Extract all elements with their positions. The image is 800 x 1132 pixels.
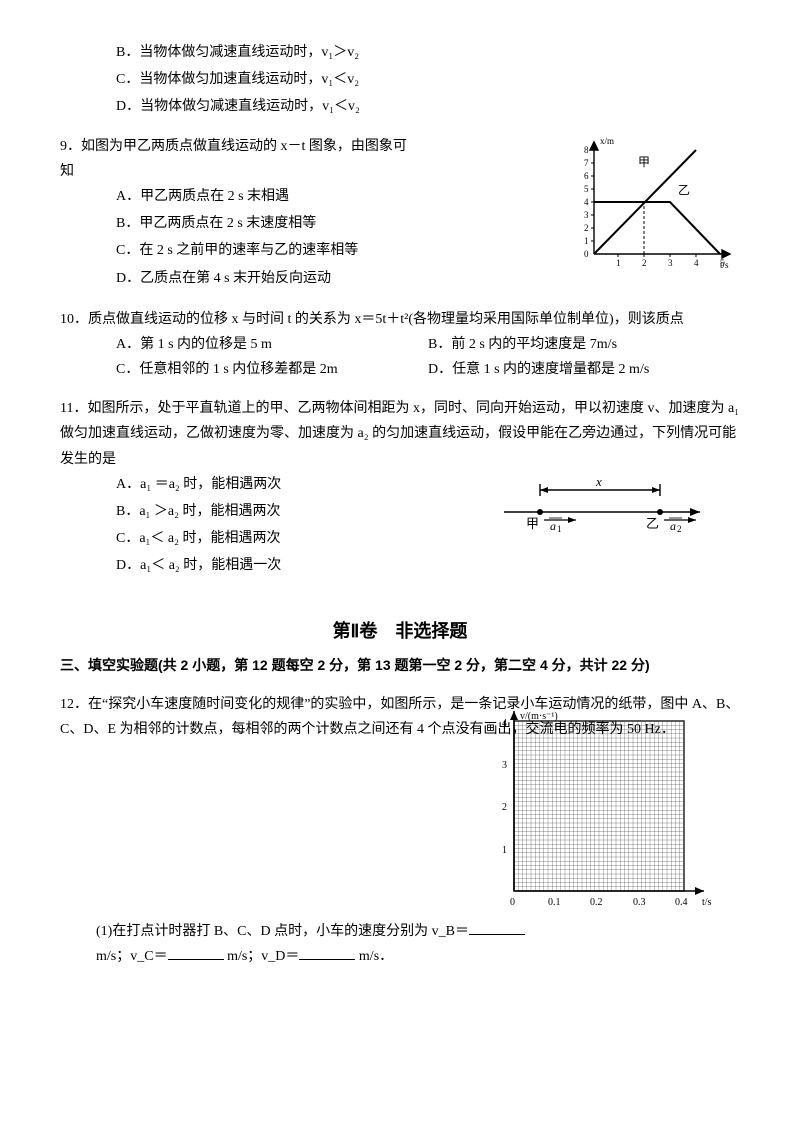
- q12-sub1-a: (1)在打点计时器打 B、C、D 点时，小车的速度分别为 v_B＝: [96, 924, 469, 939]
- svg-text:乙: 乙: [646, 516, 659, 531]
- svg-text:8: 8: [584, 145, 589, 155]
- svg-text:5: 5: [720, 258, 725, 268]
- svg-text:a: a: [670, 519, 676, 532]
- svg-text:甲: 甲: [526, 516, 539, 531]
- svg-text:4: 4: [694, 258, 699, 268]
- svg-text:a: a: [550, 519, 556, 532]
- svg-text:0: 0: [584, 249, 589, 259]
- blank-vb: [469, 920, 525, 935]
- svg-text:0.3: 0.3: [633, 897, 646, 908]
- svg-text:0: 0: [510, 897, 515, 908]
- question-10: 10．质点做直线运动的位移 x 与时间 t 的关系为 x＝5t＋t²(各物理量均…: [60, 307, 740, 383]
- q10-opt-b: B．前 2 s 内的平均速度是 7m/s: [428, 332, 740, 357]
- q12-sub1-d: m/s．: [359, 949, 393, 964]
- q9-figure: x/m t/s 0 1 2 3 4 5 6 7 8: [570, 134, 740, 274]
- svg-text:1: 1: [616, 258, 621, 268]
- svg-text:3: 3: [668, 258, 673, 268]
- q10-stem: 10．质点做直线运动的位移 x 与时间 t 的关系为 x＝5t＋t²(各物理量均…: [60, 307, 740, 332]
- q11-opt-a: A．a₁ ＝a₂ 时，能相遇两次: [116, 472, 490, 497]
- q11-stem: 11．如图所示，处于平直轨道上的甲、乙两物体间相距为 x，同时、同向开始运动，甲…: [60, 396, 740, 472]
- svg-text:x: x: [595, 476, 602, 489]
- jia-label: 甲: [638, 155, 650, 169]
- svg-text:4: 4: [584, 197, 589, 207]
- q11-opt-c: C．a₁＜ a₂ 时，能相遇两次: [116, 526, 490, 551]
- q12-xlabel: t/s: [702, 897, 712, 908]
- q11-figure: x 甲 a 1 乙 a 2: [500, 476, 710, 532]
- q12-sub1: (1)在打点计时器打 B、C、D 点时，小车的速度分别为 v_B＝ m/s；v_…: [96, 919, 740, 969]
- svg-text:2: 2: [584, 223, 589, 233]
- section-2-sub: 三、填空实验题(共 2 小题，第 12 题每空 2 分，第 13 题第一空 2 …: [60, 653, 740, 678]
- svg-text:3: 3: [502, 760, 507, 771]
- blank-vc: [168, 945, 224, 960]
- q10-opt-a: A．第 1 s 内的位移是 5 m: [116, 332, 428, 357]
- blank-vd: [299, 945, 355, 960]
- svg-text:1: 1: [502, 845, 507, 856]
- question-9: x/m t/s 0 1 2 3 4 5 6 7 8: [60, 134, 740, 293]
- q10-opt-c: C．任意相邻的 1 s 内位移差都是 2m: [116, 357, 428, 382]
- svg-text:0.4: 0.4: [675, 897, 688, 908]
- svg-text:2: 2: [642, 258, 647, 268]
- question-12: 12．在“探究小车速度随时间变化的规律”的实验中，如图所示，是一条记录小车运动情…: [60, 692, 740, 969]
- question-11: 11．如图所示，处于平直轨道上的甲、乙两物体间相距为 x，同时、同向开始运动，甲…: [60, 396, 740, 578]
- y-axis-label: x/m: [600, 136, 614, 146]
- opt-c: C．当物体做匀加速直线运动时，v₁＜v₂: [116, 67, 740, 92]
- svg-text:2: 2: [677, 524, 682, 532]
- q11-opt-d: D．a₁＜ a₂ 时，能相遇一次: [116, 553, 490, 578]
- q10-opt-d: D．任意 1 s 内的速度增量都是 2 m/s: [428, 357, 740, 382]
- svg-text:5: 5: [584, 184, 589, 194]
- q12-sub1-c: m/s；v_D＝: [227, 949, 299, 964]
- q11-opt-b: B．a₁ ＞a₂ 时，能相遇两次: [116, 499, 490, 524]
- q12-stem: 12．在“探究小车速度随时间变化的规律”的实验中，如图所示，是一条记录小车运动情…: [60, 692, 740, 742]
- opt-d: D．当物体做匀减速直线运动时，v₁＜v₂: [116, 94, 740, 119]
- svg-text:6: 6: [584, 171, 589, 181]
- svg-text:0.1: 0.1: [548, 897, 561, 908]
- opt-b: B．当物体做匀减速直线运动时，v₁＞v₂: [116, 40, 740, 65]
- svg-text:3: 3: [584, 210, 589, 220]
- svg-text:0.2: 0.2: [590, 897, 603, 908]
- svg-text:1: 1: [584, 236, 589, 246]
- q8-options-continued: B．当物体做匀减速直线运动时，v₁＞v₂ C．当物体做匀加速直线运动时，v₁＜v…: [116, 40, 740, 120]
- svg-text:1: 1: [557, 524, 562, 532]
- svg-text:2: 2: [502, 802, 507, 813]
- yi-label: 乙: [678, 183, 690, 197]
- section-2-title: 第Ⅱ卷 非选择题: [60, 615, 740, 647]
- svg-text:7: 7: [584, 158, 589, 168]
- q12-sub1-b: m/s；v_C＝: [96, 949, 168, 964]
